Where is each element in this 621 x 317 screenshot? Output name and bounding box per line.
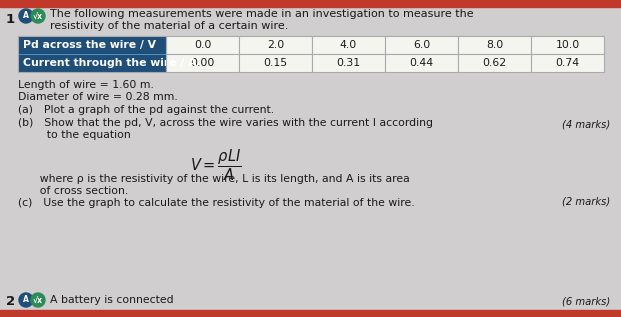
Text: (6 marks): (6 marks) (562, 297, 610, 307)
Bar (0, 0, 621, 7)
FancyBboxPatch shape (239, 54, 312, 72)
FancyBboxPatch shape (239, 36, 312, 54)
Bar (0, 310, 621, 317)
Text: 4.0: 4.0 (340, 40, 357, 50)
Text: Length of wire = 1.60 m.: Length of wire = 1.60 m. (18, 80, 154, 90)
FancyBboxPatch shape (531, 54, 604, 72)
Text: A battery is connected: A battery is connected (50, 295, 174, 305)
Text: where ρ is the resistivity of the wire, L is its length, and A is its area: where ρ is the resistivity of the wire, … (18, 173, 410, 184)
FancyBboxPatch shape (458, 54, 531, 72)
Text: 0.00: 0.00 (190, 58, 215, 68)
Text: (2 marks): (2 marks) (562, 197, 610, 206)
Text: (4 marks): (4 marks) (562, 120, 610, 130)
Text: to the equation: to the equation (18, 130, 131, 140)
Text: 0.74: 0.74 (555, 58, 579, 68)
FancyBboxPatch shape (385, 36, 458, 54)
Text: (c) Use the graph to calculate the resistivity of the material of the wire.: (c) Use the graph to calculate the resis… (18, 198, 415, 209)
FancyBboxPatch shape (166, 36, 239, 54)
Text: 10.0: 10.0 (555, 40, 579, 50)
Text: √x: √x (33, 11, 43, 21)
Text: A: A (23, 295, 29, 305)
FancyBboxPatch shape (531, 36, 604, 54)
FancyBboxPatch shape (312, 54, 385, 72)
FancyBboxPatch shape (385, 54, 458, 72)
FancyBboxPatch shape (18, 36, 166, 72)
Text: A: A (23, 11, 29, 21)
Text: 0.15: 0.15 (263, 58, 288, 68)
FancyBboxPatch shape (458, 36, 531, 54)
Circle shape (19, 9, 33, 23)
Text: 8.0: 8.0 (486, 40, 503, 50)
FancyBboxPatch shape (166, 54, 239, 72)
Text: resistivity of the material of a certain wire.: resistivity of the material of a certain… (50, 21, 288, 31)
Text: 0.62: 0.62 (483, 58, 507, 68)
Text: Diameter of wire = 0.28 mm.: Diameter of wire = 0.28 mm. (18, 93, 178, 102)
Text: Pd across the wire / V: Pd across the wire / V (23, 40, 156, 50)
Text: 6.0: 6.0 (413, 40, 430, 50)
Text: 2.0: 2.0 (267, 40, 284, 50)
Circle shape (31, 293, 45, 307)
Text: (a) Plot a graph of the pd against the current.: (a) Plot a graph of the pd against the c… (18, 105, 274, 115)
Circle shape (31, 9, 45, 23)
Text: $V = \dfrac{\rho L I}{A}$: $V = \dfrac{\rho L I}{A}$ (190, 147, 242, 183)
Circle shape (19, 293, 33, 307)
Text: √x: √x (33, 295, 43, 305)
Text: 2: 2 (6, 295, 15, 308)
Text: 1: 1 (6, 13, 15, 26)
Text: (b) Show that the pd, V, across the wire varies with the current I according: (b) Show that the pd, V, across the wire… (18, 118, 433, 127)
FancyBboxPatch shape (312, 36, 385, 54)
Text: of cross section.: of cross section. (18, 186, 129, 196)
Text: Current through the wire / A: Current through the wire / A (23, 58, 196, 68)
Text: The following measurements were made in an investigation to measure the: The following measurements were made in … (50, 9, 474, 19)
Text: 0.44: 0.44 (409, 58, 433, 68)
Text: 0.31: 0.31 (337, 58, 361, 68)
Text: 0.0: 0.0 (194, 40, 211, 50)
